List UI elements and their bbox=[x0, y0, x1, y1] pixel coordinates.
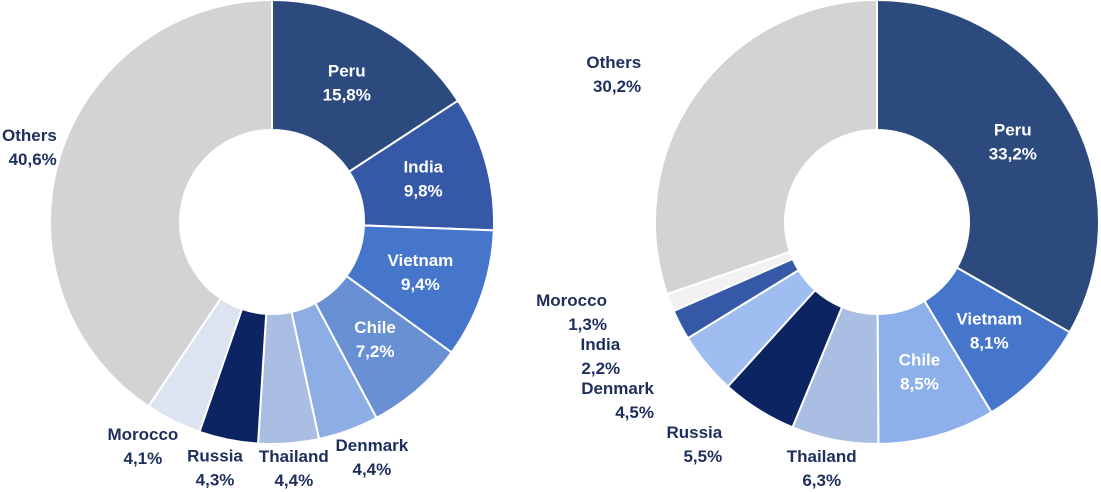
slice-label: Others 30,2% bbox=[586, 53, 641, 96]
label-category: Vietnam bbox=[387, 251, 453, 270]
label-value: 7,2% bbox=[356, 342, 395, 361]
label-value: 4,5% bbox=[615, 403, 654, 422]
label-value: 4,1% bbox=[123, 449, 162, 468]
slice bbox=[654, 0, 878, 296]
label-category: Chile bbox=[354, 318, 396, 337]
slice-label: Vietnam 8,1% bbox=[956, 309, 1022, 352]
slice bbox=[49, 0, 273, 408]
label-category: Peru bbox=[328, 61, 366, 80]
label-category: India bbox=[403, 158, 443, 177]
label-value: 6,3% bbox=[802, 471, 841, 490]
slice-label: Thailand 4,4% bbox=[259, 447, 329, 490]
label-category: Russia bbox=[187, 447, 243, 466]
slice bbox=[271, 0, 460, 174]
label-value: 2,2% bbox=[581, 359, 620, 378]
slice-label: Others 40,6% bbox=[2, 126, 57, 169]
slice-label: Vietnam 9,4% bbox=[387, 251, 453, 294]
label-value: 30,2% bbox=[593, 77, 641, 96]
label-category: India bbox=[580, 335, 620, 354]
label-value: 40,6% bbox=[9, 150, 57, 169]
slice-label: Chile 7,2% bbox=[354, 318, 396, 361]
label-value: 4,3% bbox=[196, 471, 235, 490]
slice-label: Thailand 6,3% bbox=[787, 447, 857, 490]
label-value: 4,4% bbox=[274, 471, 313, 490]
label-category: Thailand bbox=[259, 447, 329, 466]
label-value: 9,8% bbox=[404, 182, 443, 201]
slice-label: Chile 8,5% bbox=[899, 351, 941, 394]
label-category: Peru bbox=[994, 121, 1032, 140]
slice-label: Russia 4,3% bbox=[187, 447, 243, 490]
label-value: 33,2% bbox=[989, 145, 1037, 164]
slice-label: India 2,2% bbox=[580, 335, 620, 378]
slice bbox=[876, 0, 1100, 334]
slice-label: Morocco 1,3% bbox=[536, 291, 607, 334]
label-category: Thailand bbox=[787, 447, 857, 466]
label-category: Morocco bbox=[536, 291, 607, 310]
label-category: Vietnam bbox=[956, 309, 1022, 328]
label-value: 8,5% bbox=[900, 375, 939, 394]
label-value: 5,5% bbox=[683, 447, 722, 466]
slice-label: Russia 5,5% bbox=[666, 423, 722, 466]
slice-label: India 9,8% bbox=[403, 158, 443, 201]
slice-label: Peru 33,2% bbox=[989, 121, 1037, 164]
slice-label: Denmark 4,4% bbox=[335, 436, 408, 479]
slice-label: Denmark 4,5% bbox=[581, 379, 654, 422]
label-category: Others bbox=[586, 53, 641, 72]
label-value: 4,4% bbox=[353, 460, 392, 479]
label-category: Denmark bbox=[581, 379, 654, 398]
slice-label: Morocco 4,1% bbox=[107, 425, 178, 468]
label-value: 8,1% bbox=[970, 333, 1009, 352]
label-category: Russia bbox=[666, 423, 722, 442]
slice-label: Peru 15,8% bbox=[323, 61, 371, 104]
label-value: 9,4% bbox=[401, 275, 440, 294]
label-value: 15,8% bbox=[323, 85, 371, 104]
label-category: Morocco bbox=[107, 425, 178, 444]
label-category: Chile bbox=[899, 351, 941, 370]
label-value: 1,3% bbox=[568, 315, 607, 334]
label-category: Others bbox=[2, 126, 57, 145]
label-category: Denmark bbox=[335, 436, 408, 455]
